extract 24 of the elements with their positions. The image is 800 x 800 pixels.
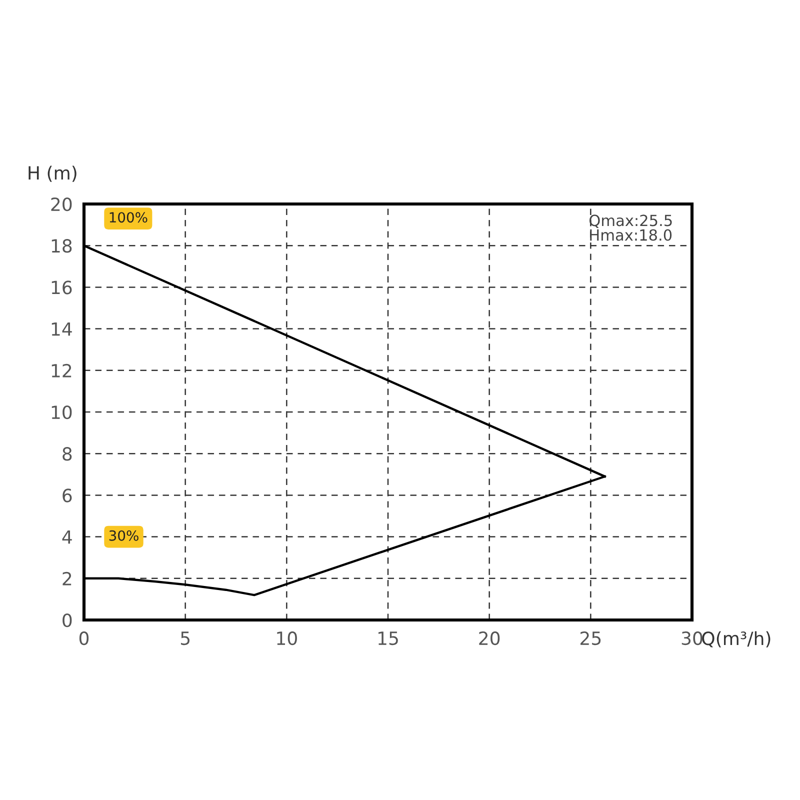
y-tick-label: 0 xyxy=(62,613,72,628)
y-tick-label: 12 xyxy=(52,364,72,378)
y-tick-label: 6 xyxy=(62,488,72,502)
y-tick-label: 8 xyxy=(62,447,72,461)
x-tick-label: 10 xyxy=(277,631,297,646)
annotation: Qmax:25.5 xyxy=(589,214,672,228)
x-tick-label: 20 xyxy=(479,631,500,646)
y-tick-label: 16 xyxy=(52,280,72,294)
x-tick-label: 15 xyxy=(378,632,398,646)
x-tick-label: 25 xyxy=(580,631,601,646)
text: 30% xyxy=(109,530,138,541)
y-tick-label: 4 xyxy=(62,530,72,544)
y-axis-title: H (m) xyxy=(28,166,76,182)
y-tick-label: 14 xyxy=(52,322,72,336)
x-tick-label: 30 xyxy=(682,631,702,646)
y-tick-label: 2 xyxy=(62,572,72,586)
y-tick-label: 18 xyxy=(52,239,72,253)
x-tick-label: 5 xyxy=(180,632,190,646)
x-tick-label: 0 xyxy=(79,631,89,646)
annotation: Hmax:18.0 xyxy=(590,229,672,241)
y-tick-label: 10 xyxy=(52,405,72,420)
text: 100% xyxy=(110,212,148,223)
x-axis-title: Q(m³/h) xyxy=(702,631,770,648)
y-tick-label: 20 xyxy=(51,197,72,212)
